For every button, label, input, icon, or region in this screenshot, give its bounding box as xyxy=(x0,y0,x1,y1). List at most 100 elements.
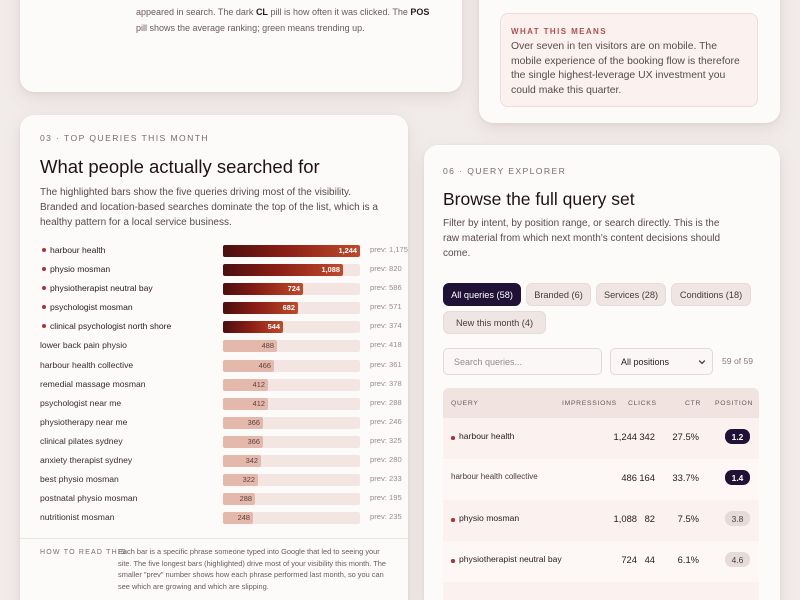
clicks-cell: 82 xyxy=(644,513,655,524)
bar-track: 682 xyxy=(223,302,360,315)
bar-fill: 412 xyxy=(223,397,268,410)
section-description: Filter by intent, by position range, or … xyxy=(443,218,721,260)
bar-fill: 682 xyxy=(223,302,298,315)
bar-value: 544 xyxy=(267,322,280,332)
result-count: 59 of 59 xyxy=(722,356,754,366)
query-bar-row: best physio mosman 322 prev: 233 xyxy=(40,471,402,490)
bar-track: 1,244 xyxy=(223,245,360,257)
section-description: The highlighted bars show the five queri… xyxy=(40,187,378,229)
clicks-cell: 44 xyxy=(644,554,655,565)
previous-value: prev: 246 xyxy=(370,416,402,426)
position-filter-value: All positions xyxy=(621,357,670,367)
column-ctr[interactable]: CTR xyxy=(685,400,702,407)
bar-track: 248 xyxy=(223,512,360,525)
how-to-read-label: HOW TO READ THIS xyxy=(40,549,127,556)
query-bar-row: clinical pilates sydney 366 prev: 325 xyxy=(40,433,402,452)
bar-track: 724 xyxy=(223,283,360,296)
bar-track: 322 xyxy=(223,474,360,487)
section-eyebrow: 03 · TOP QUERIES THIS MONTH xyxy=(40,133,209,143)
column-position[interactable]: POSITION xyxy=(715,400,754,407)
table-row[interactable]: physiotherapist neutral bay 724 44 6.1% 4.6 xyxy=(443,541,759,582)
ctr-cell: 27.5% xyxy=(672,431,699,442)
query-label: anxiety therapist sydney xyxy=(40,455,133,466)
previous-value: prev: 280 xyxy=(370,455,402,465)
query-bar-row: physiotherapy near me 366 prev: 246 xyxy=(40,414,402,433)
bar-track: 466 xyxy=(223,359,360,372)
previous-value: prev: 586 xyxy=(370,283,402,293)
table-row[interactable]: harbour health collective 486 164 33.7% 1.4 xyxy=(443,459,759,500)
query-bar-row: psychologist near me 412 prev: 288 xyxy=(40,395,402,414)
bar-value: 322 xyxy=(242,475,255,485)
previous-value: prev: 1,175 xyxy=(370,245,408,254)
bar-track: 488 xyxy=(223,340,360,353)
bar-value: 412 xyxy=(252,379,265,389)
top-queries-card: 03 · TOP QUERIES THIS MONTH What people … xyxy=(20,115,408,600)
highlight-dot xyxy=(42,248,46,252)
bar-value: 412 xyxy=(252,398,265,408)
query-explorer-card: 06 · QUERY EXPLORER Browse the full quer… xyxy=(424,145,780,600)
query-label: harbour health collective xyxy=(40,359,134,370)
position-pill: 1.4 xyxy=(725,470,750,485)
query-bar-row: lower back pain physio 488 prev: 418 xyxy=(40,337,402,356)
table-row[interactable]: harbour health 1,244 342 27.5% 1.2 xyxy=(443,418,759,459)
bar-value: 466 xyxy=(258,360,271,370)
query-label: lower back pain physio xyxy=(40,340,127,351)
query-bar-row: psychologist mosman 682 prev: 571 xyxy=(40,299,402,318)
position-pill: 3.8 xyxy=(725,511,750,526)
bar-fill: 288 xyxy=(223,493,255,506)
impressions-cell: 486 xyxy=(621,472,637,483)
previous-value: prev: 374 xyxy=(370,321,402,331)
highlight-dot xyxy=(42,267,46,272)
query-label: psychologist near me xyxy=(40,397,122,408)
chip-branded[interactable]: Branded (6) xyxy=(526,283,591,306)
callout-text: Over seven in ten visitors are on mobile… xyxy=(511,41,740,96)
bar-value: 1,244 xyxy=(338,246,358,255)
bar-value: 488 xyxy=(261,341,274,351)
bar-track: 342 xyxy=(223,455,360,468)
query-label: harbour health xyxy=(50,245,106,255)
bar-track: 366 xyxy=(223,416,360,429)
query-label: remedial massage mosman xyxy=(40,378,146,389)
column-query[interactable]: QUERY xyxy=(451,400,479,407)
chip-new-this-month[interactable]: New this month (4) xyxy=(443,311,546,334)
search-input[interactable] xyxy=(444,349,601,374)
bar-track: 366 xyxy=(223,435,360,448)
bar-value: 724 xyxy=(287,284,300,294)
bar-fill: 466 xyxy=(223,359,274,372)
query-cell: harbour health collective xyxy=(451,472,538,481)
query-bar-row: remedial massage mosman 412 prev: 378 xyxy=(40,376,402,395)
query-bar-row: harbour health collective 466 prev: 361 xyxy=(40,357,402,376)
section-title: Browse the full query set xyxy=(443,189,635,209)
column-clicks[interactable]: CLICKS xyxy=(628,400,657,407)
bar-fill: 322 xyxy=(223,474,258,487)
previous-value: prev: 325 xyxy=(370,435,402,445)
section-title: What people actually searched for xyxy=(40,156,320,177)
column-impressions[interactable]: IMPRESSIONS xyxy=(562,400,617,407)
previous-value: prev: 233 xyxy=(370,474,402,484)
previous-value: prev: 361 xyxy=(370,359,402,369)
bar-fill: 724 xyxy=(223,283,303,296)
device-insight-card: WHAT THIS MEANS Over seven in ten visito… xyxy=(479,0,780,123)
previous-value: prev: 288 xyxy=(370,397,402,407)
bar-fill: 1,244 xyxy=(223,245,360,257)
search-box xyxy=(443,348,602,375)
bar-fill: 1,088 xyxy=(223,264,343,277)
query-label: physiotherapist neutral bay xyxy=(50,283,153,294)
query-label: psychologist mosman xyxy=(50,302,133,313)
query-cell: physio mosman xyxy=(459,513,520,523)
query-label: clinical psychologist north shore xyxy=(50,321,172,332)
chip-conditions[interactable]: Conditions (18) xyxy=(671,283,751,306)
table-row[interactable]: physio mosman 1,088 82 7.5% 3.8 xyxy=(443,500,759,541)
callout-label: WHAT THIS MEANS xyxy=(511,27,607,36)
position-filter-select[interactable]: All positions xyxy=(610,348,713,375)
query-table: QUERY IMPRESSIONS CLICKS CTR POSITION ha… xyxy=(443,388,759,600)
chevron-down-icon xyxy=(698,360,706,365)
chip-services[interactable]: Services (28) xyxy=(596,283,666,306)
bar-fill: 366 xyxy=(223,416,263,429)
query-bar-row: physio mosman 1,088 prev: 820 xyxy=(40,261,402,280)
bar-fill: 366 xyxy=(223,435,263,448)
chip-all-queries[interactable]: All queries (58) xyxy=(443,283,521,306)
bar-track: 288 xyxy=(223,493,360,506)
bar-value: 366 xyxy=(247,436,260,446)
impressions-cell: 1,244 xyxy=(613,431,637,442)
